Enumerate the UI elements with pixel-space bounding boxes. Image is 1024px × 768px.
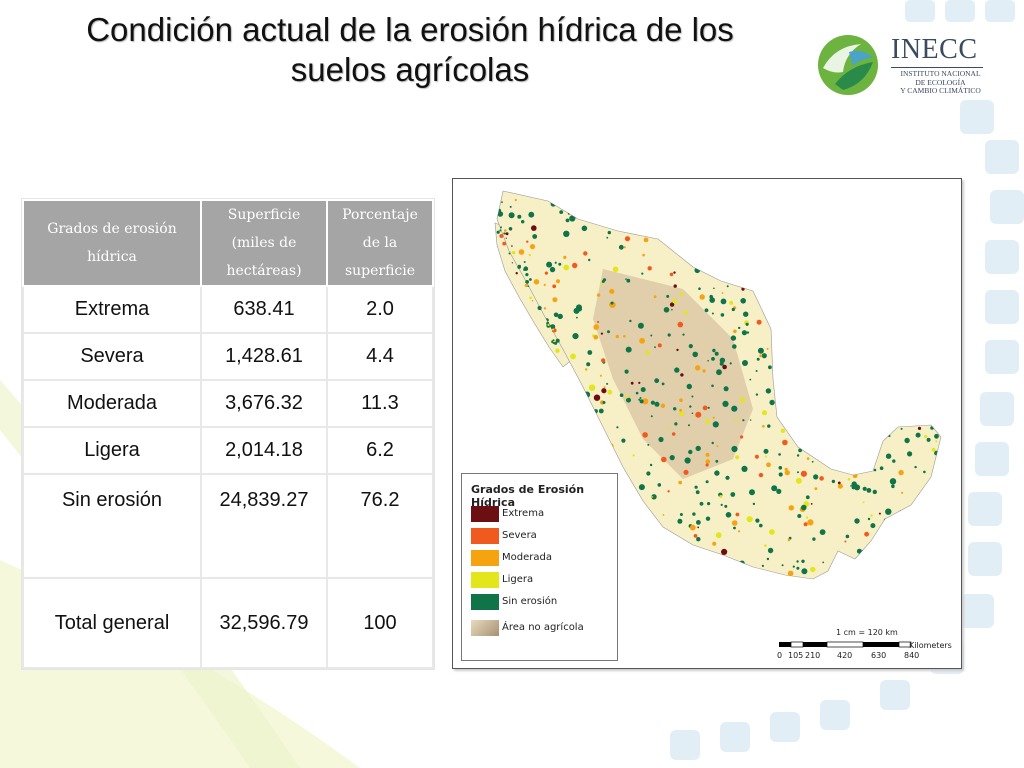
cell-superficie: 638.41 [200, 285, 328, 334]
cell-superficie: 24,839.27 [200, 473, 328, 579]
cell-grado: Total general [22, 577, 202, 669]
cell-superficie: 3,676.32 [200, 379, 328, 428]
cell-grado: Severa [22, 332, 202, 381]
legend-swatch [471, 506, 499, 522]
legend-swatch [471, 528, 499, 544]
cell-superficie: 32,596.79 [200, 577, 328, 669]
scale-tick: 840 [904, 651, 920, 660]
logo-subtitle-line: Y CAMBIO CLIMÁTICO [900, 86, 981, 95]
table-row: Ligera 2,014.18 6.2 [22, 426, 434, 475]
logo-name: INECC [891, 34, 978, 65]
scale-tick: 630 [871, 651, 887, 660]
cell-porcentaje: 76.2 [326, 473, 434, 579]
cell-porcentaje: 6.2 [326, 426, 434, 475]
table-row: Moderada 3,676.32 11.3 [22, 379, 434, 428]
legend-label: Ligera [502, 574, 534, 585]
cell-porcentaje: 2.0 [326, 285, 434, 334]
scale-tick: 0 [777, 651, 783, 660]
table-total-row: Total general 32,596.79 100 [22, 577, 434, 669]
logo-subtitle-line: DE ECOLOGÍA [915, 77, 966, 87]
scale-text: 1 cm = 120 km [836, 628, 898, 637]
scale-unit: Kilometers [909, 641, 952, 650]
table-header-row: Grados de erosión hídrica Superficie (mi… [22, 199, 434, 287]
legend-label: Extrema [502, 508, 545, 519]
inecc-logo: INECC INSTITUTO NACIONAL DE ECOLOGÍA Y C… [815, 30, 990, 98]
scale-tick: 105 [788, 651, 804, 660]
header-superficie: Superficie (miles de hectáreas) [200, 199, 328, 287]
legend-label: Sin erosión [502, 596, 558, 607]
baja-erosion-patches [496, 229, 560, 353]
legend-title: Grados de Erosión Hídrica [471, 483, 585, 509]
scale-bar [779, 641, 912, 648]
scale-tick: 210 [805, 651, 821, 660]
cell-grado: Sin erosión [22, 473, 202, 579]
slide-title: Condición actual de la erosión hídrica d… [86, 11, 734, 88]
header-porcentaje: Porcentaje de la superficie [326, 199, 434, 287]
cell-superficie: 2,014.18 [200, 426, 328, 475]
legend-swatch [471, 572, 499, 588]
header-grados: Grados de erosión hídrica [22, 199, 202, 287]
table-row: Sin erosión 24,839.27 76.2 [22, 473, 434, 579]
mexico-map-image [494, 190, 942, 580]
legend-swatch [471, 620, 499, 636]
legend-label: Moderada [502, 552, 552, 563]
inecc-emblem-icon [818, 35, 878, 95]
erosion-map: Grados de Erosión Hídrica Extrema Severa… [452, 178, 962, 669]
table-row: Severa 1,428.61 4.4 [22, 332, 434, 381]
legend-swatch [471, 550, 499, 566]
cell-porcentaje: 11.3 [326, 379, 434, 428]
legend-label: Área no agrícola [502, 622, 584, 633]
logo-divider [891, 67, 983, 68]
cell-porcentaje: 100 [326, 577, 434, 669]
map-legend: Grados de Erosión Hídrica Extrema Severa… [461, 473, 618, 661]
table-row: Extrema 638.41 2.0 [22, 285, 434, 334]
cell-porcentaje: 4.4 [326, 332, 434, 381]
cell-superficie: 1,428.61 [200, 332, 328, 381]
legend-swatch [471, 594, 499, 610]
cell-grado: Extrema [22, 285, 202, 334]
erosion-table: Grados de erosión hídrica Superficie (mi… [22, 199, 434, 669]
logo-subtitle-line: INSTITUTO NACIONAL [900, 69, 981, 78]
legend-label: Severa [502, 530, 537, 541]
cell-grado: Moderada [22, 379, 202, 428]
cell-grado: Ligera [22, 426, 202, 475]
logo-subtitle: INSTITUTO NACIONAL DE ECOLOGÍA Y CAMBIO … [893, 69, 988, 96]
scale-tick: 420 [837, 651, 853, 660]
